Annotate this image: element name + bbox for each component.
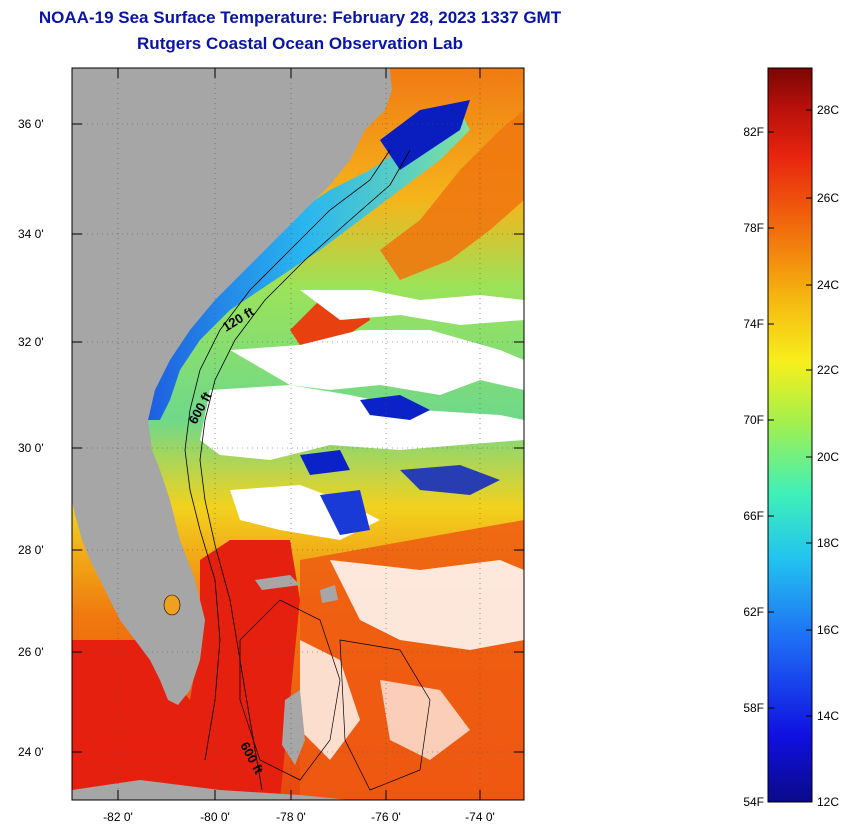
- colorbar-f-label: 62F: [743, 605, 764, 619]
- lat-label: 36 0': [18, 117, 44, 131]
- colorbar-c-label: 26C: [817, 191, 840, 205]
- colorbar-f-label: 58F: [743, 701, 764, 715]
- colorbar-c-label: 12C: [817, 795, 840, 809]
- contour-bahamas-bank: [239, 599, 341, 781]
- lat-label: 24 0': [18, 745, 44, 759]
- colorbar-c-label: 24C: [817, 278, 840, 292]
- lon-label: -74 0': [465, 810, 495, 824]
- contour-120ft: [184, 149, 391, 761]
- land-mainland: [72, 68, 392, 705]
- colorbar-f-label: 78F: [743, 221, 764, 235]
- cloud-mask: [330, 560, 524, 650]
- colorbar-f-label: 66F: [743, 509, 764, 523]
- cold-patch: [360, 395, 430, 420]
- colorbar-f-label: 70F: [743, 413, 764, 427]
- lon-label: -78 0': [276, 810, 306, 824]
- colorbar-c-label: 22C: [817, 363, 840, 377]
- cold-patch: [400, 465, 500, 495]
- colorbar: [767, 67, 813, 803]
- lat-lon-grid: [72, 68, 524, 800]
- lat-label: 26 0': [18, 645, 44, 659]
- lat-label: 30 0': [18, 441, 44, 455]
- cold-patch: [320, 490, 370, 535]
- lon-label: -82 0': [103, 810, 133, 824]
- colorbar-ticks: [768, 109, 812, 717]
- cold-water-patch: [380, 100, 470, 170]
- contour-600ft: [199, 149, 411, 791]
- cloud-mask: [230, 330, 524, 395]
- lat-label: 28 0': [18, 543, 44, 557]
- lat-label: 32 0': [18, 335, 44, 349]
- land-andros: [282, 690, 305, 765]
- colorbar-c-label: 28C: [817, 103, 840, 117]
- contour-bahamas-bank: [339, 639, 431, 791]
- colorbar-c-label: 18C: [817, 536, 840, 550]
- cloud-mask: [300, 290, 524, 325]
- map-title: NOAA-19 Sea Surface Temperature: Februar…: [38, 8, 562, 27]
- colorbar-c-label: 20C: [817, 450, 840, 464]
- colorbar-f-label: 54F: [743, 795, 764, 809]
- cloud-mask: [200, 385, 524, 460]
- map-subtitle: Rutgers Coastal Ocean Observation Lab: [137, 34, 463, 53]
- colorbar-c-label: 16C: [817, 623, 840, 637]
- axis-ticks: [72, 68, 524, 800]
- lake-okeechobee: [163, 594, 181, 616]
- cloud-mask: [300, 640, 360, 760]
- map-border: [71, 67, 525, 801]
- cloud-mask: [380, 680, 470, 760]
- lat-label: 34 0': [18, 227, 44, 241]
- land-cuba: [72, 780, 350, 800]
- colorbar-f-label: 74F: [743, 317, 764, 331]
- lon-label: -80 0': [200, 810, 230, 824]
- land-abaco: [320, 585, 338, 603]
- lon-label: -76 0': [371, 810, 401, 824]
- colorbar-f-label: 82F: [743, 125, 764, 139]
- warm-southern-water: [72, 540, 300, 800]
- cold-patch: [300, 450, 350, 475]
- land-grand-bahama: [255, 575, 300, 590]
- gulf-stream-band: [380, 110, 524, 280]
- colorbar-c-label: 14C: [817, 709, 840, 723]
